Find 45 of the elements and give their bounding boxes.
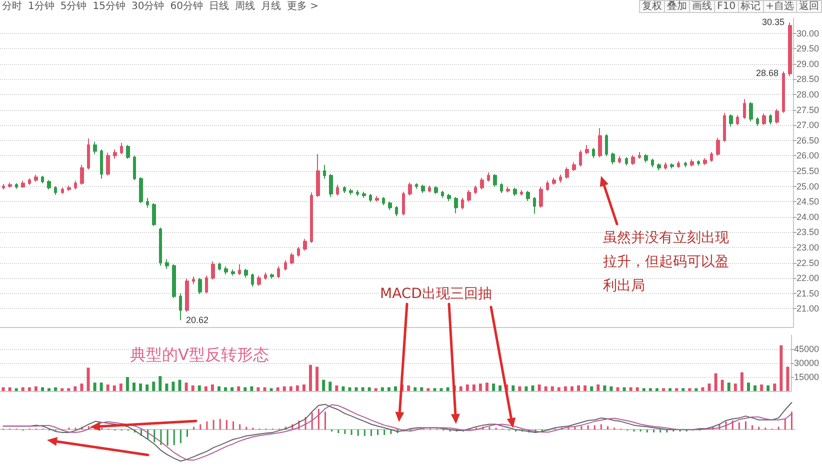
text: F10 [714, 0, 739, 12]
y-tick-label: 21.50 [796, 288, 820, 298]
y-tick-label: 30000 [794, 358, 820, 368]
y-tick-label: 23.00 [796, 242, 820, 252]
y-tick-label: 45000 [794, 344, 820, 354]
text: 日线 [208, 0, 229, 12]
y-tick-label: 15000 [794, 372, 820, 382]
text: 周线 [234, 0, 255, 12]
text: 画线 [689, 0, 716, 12]
y-tick-label: 29.50 [796, 44, 820, 54]
y-tick-label: 26.00 [796, 150, 820, 161]
text: 1分钟 [28, 0, 54, 12]
y-tick-label: 24.50 [796, 196, 820, 207]
text: 叠加 [664, 0, 690, 12]
text: 更多 > [286, 0, 319, 12]
text: 5分钟 [60, 0, 87, 12]
annotation: 虽然并没有立刻出现拉升，但起码可以盈利出局 [603, 229, 730, 296]
annotation: 20.62 [186, 315, 209, 326]
annotation: 30.35 [762, 17, 785, 28]
y-tick-label: 22.00 [796, 273, 820, 284]
text: +自选 [762, 0, 797, 12]
annotation: 28.68 [756, 68, 779, 79]
y-tick-label: 29.00 [796, 58, 820, 69]
text: 15分钟 [92, 0, 126, 12]
y-tick-label: 30.00 [796, 28, 820, 38]
y-tick-label: 25.50 [796, 166, 820, 176]
text: 30分钟 [131, 0, 164, 12]
y-tick-label: 28.00 [796, 89, 820, 100]
text: 月线 [260, 0, 281, 12]
y-tick-label: 24.00 [796, 212, 820, 222]
y-tick-label: 22.50 [796, 258, 820, 268]
text: 返回 [796, 0, 822, 12]
annotation: MACD出现三回抽 [380, 285, 492, 303]
text: 标记 [738, 0, 764, 12]
text: 60分钟 [170, 0, 203, 12]
y-tick-label: 27.50 [796, 104, 820, 115]
annotation: 典型的V型反转形态 [130, 345, 269, 365]
y-tick-label: 21.00 [796, 304, 820, 314]
y-tick-label: 28.50 [796, 74, 820, 84]
y-tick-label: 25.00 [796, 181, 820, 192]
y-tick-label: 26.50 [796, 135, 820, 146]
text: 复权 [639, 0, 666, 12]
text: 分时 [2, 0, 22, 12]
y-tick-label: 23.50 [796, 227, 820, 238]
y-tick-label: 27.00 [796, 120, 820, 130]
